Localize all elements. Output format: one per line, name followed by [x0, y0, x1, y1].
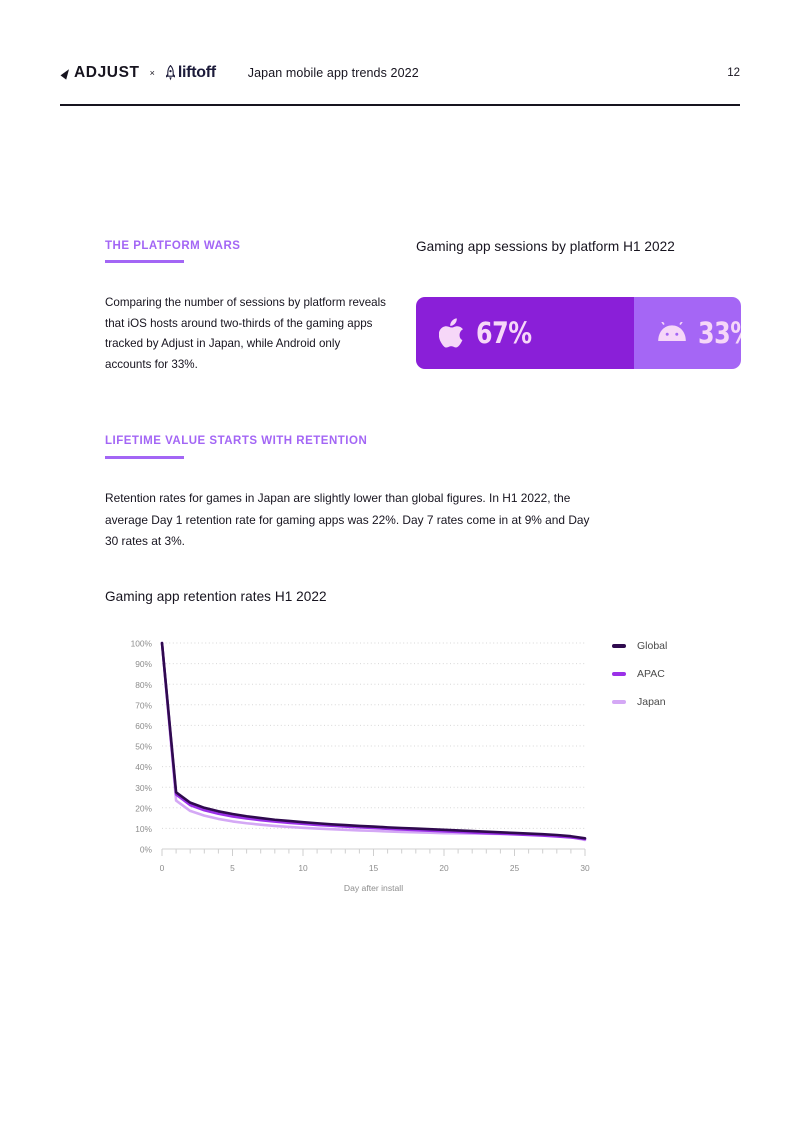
legend-swatch-japan [612, 700, 626, 704]
x-axis-tick-label: 25 [510, 863, 520, 873]
adjust-logo-text: ADJUST [74, 64, 140, 81]
retention-line-global [160, 641, 587, 840]
kicker-underline-platform-wars [105, 260, 184, 263]
android-icon [657, 320, 687, 344]
x-axis-tick-label: 10 [298, 863, 308, 873]
platform-segment-ios: 67% [416, 297, 634, 369]
y-axis-tick-label: 70% [135, 700, 152, 710]
y-axis-tick-label: 60% [135, 721, 152, 731]
legend-label-global: Global [637, 640, 668, 652]
retention-line-apac [160, 641, 587, 841]
body-text-platform-wars: Comparing the number of sessions by plat… [105, 296, 386, 371]
x-axis-tick-label: 5 [230, 863, 235, 873]
liftoff-logo: liftoff [165, 64, 216, 82]
chart-title-platform-sessions: Gaming app sessions by platform H1 2022 [416, 239, 675, 254]
legend-item-apac: APAC [612, 668, 667, 680]
body-text-retention: Retention rates for games in Japan are s… [105, 491, 590, 548]
y-axis-tick-label: 50% [135, 742, 152, 752]
apple-icon [438, 318, 465, 348]
x-axis-tick-label: 20 [439, 863, 449, 873]
x-axis-tick-label: 15 [369, 863, 379, 873]
legend-swatch-global [612, 644, 626, 648]
retention-line-chart: 0% 10% 20% 30% 40% 50% 60% 70% 80% 90% 100% 0 5 10 15 2… [105, 628, 735, 903]
y-axis-tick-label: 0% [140, 845, 153, 855]
legend-item-global: Global [612, 640, 667, 652]
adjust-logo: ADJUST [60, 64, 140, 82]
rocket-icon [165, 64, 176, 81]
x-axis-title: Day after install [344, 883, 403, 893]
legend-swatch-apac [612, 672, 626, 676]
page-header: ADJUST × liftoff Japan mobile app trends… [60, 62, 740, 106]
y-axis-tick-label: 90% [135, 659, 152, 669]
brand-lockup: ADJUST × liftoff [60, 62, 216, 84]
section-kicker-platform-wars: THE PLATFORM WARS [105, 240, 241, 252]
liftoff-logo-text: liftoff [177, 64, 216, 81]
platform-segment-android: 33% [633, 297, 741, 369]
x-axis-tick-label: 30 [580, 863, 590, 873]
y-axis-tick-label: 40% [135, 762, 152, 772]
kicker-underline-lifetime-value [105, 456, 184, 459]
page-number: 12 [727, 67, 740, 79]
logo-separator: × [149, 68, 155, 78]
y-axis-tick-label: 80% [135, 680, 152, 690]
ios-share-value: 67% [476, 316, 532, 350]
retention-chart-canvas: 0% 10% 20% 30% 40% 50% 60% 70% 80% 90% 100% 0 5 10 15 2… [131, 639, 590, 893]
section-kicker-lifetime-value: LIFETIME VALUE STARTS WITH RETENTION [105, 435, 368, 447]
y-axis-tick-label: 30% [135, 783, 152, 793]
x-axis-tick-label: 0 [160, 863, 165, 873]
chart-title-retention-rates: Gaming app retention rates H1 2022 [105, 589, 327, 604]
y-axis-tick-label: 100% [131, 639, 153, 649]
legend-label-japan: Japan [637, 696, 666, 708]
chart-legend: Global APAC Japan [612, 640, 667, 708]
adjust-arrow-icon [60, 68, 73, 81]
android-share-value: 33% [697, 316, 741, 350]
platform-share-bar: 67% 33% [416, 297, 741, 369]
header-left-group: ADJUST × liftoff Japan mobile app trends… [60, 62, 419, 84]
retention-line-japan [160, 641, 587, 842]
y-axis-tick-label: 10% [135, 824, 152, 834]
legend-item-japan: Japan [612, 696, 667, 708]
document-title: Japan mobile app trends 2022 [247, 66, 419, 80]
legend-label-apac: APAC [637, 668, 665, 680]
y-axis-tick-label: 20% [135, 803, 152, 813]
